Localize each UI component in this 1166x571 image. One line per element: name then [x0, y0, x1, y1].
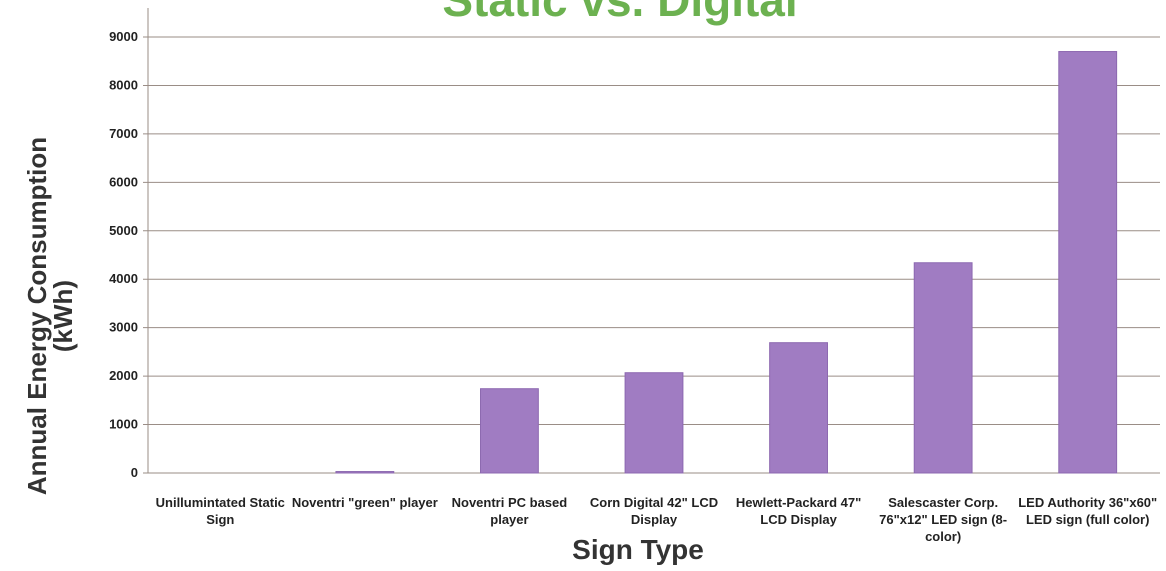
- y-tick-label: 5000: [109, 223, 138, 238]
- bar: [1058, 51, 1118, 474]
- y-tick-label: 1000: [109, 417, 138, 432]
- y-axis-label: Annual Energy Consumption (kWh): [22, 136, 78, 496]
- x-axis-label: Sign Type: [572, 534, 704, 565]
- y-tick-label: 2000: [109, 368, 138, 383]
- y-tick-label: 4000: [109, 271, 138, 286]
- bar: [335, 471, 395, 474]
- y-tick-label: 3000: [109, 320, 138, 335]
- x-tick-label: Hewlett-Packard 47" LCD Display: [735, 495, 862, 527]
- x-tick-label: Salescaster Corp. 76"x12" LED sign (8-co…: [879, 495, 1008, 544]
- x-tick-label: Noventri "green" player: [291, 495, 438, 510]
- bar: [480, 388, 539, 474]
- x-tick-label: LED Authority 36"x60" LED sign (full col…: [1018, 495, 1158, 527]
- y-tick-label: 6000: [109, 174, 138, 189]
- y-tick-label: 8000: [109, 77, 138, 92]
- bar: [624, 372, 684, 474]
- y-tick-label: 0: [131, 465, 138, 480]
- bar: [913, 262, 973, 474]
- bar: [769, 342, 828, 474]
- chart-title: Static vs. Digital: [442, 0, 797, 26]
- x-tick-label: Noventri PC based player: [451, 495, 568, 527]
- y-tick-label: 9000: [109, 29, 138, 44]
- x-tick-label: Corn Digital 42" LCD Display: [589, 495, 719, 527]
- x-tick-label: Unillumintated Static Sign: [155, 495, 285, 527]
- y-tick-label: 7000: [109, 126, 138, 141]
